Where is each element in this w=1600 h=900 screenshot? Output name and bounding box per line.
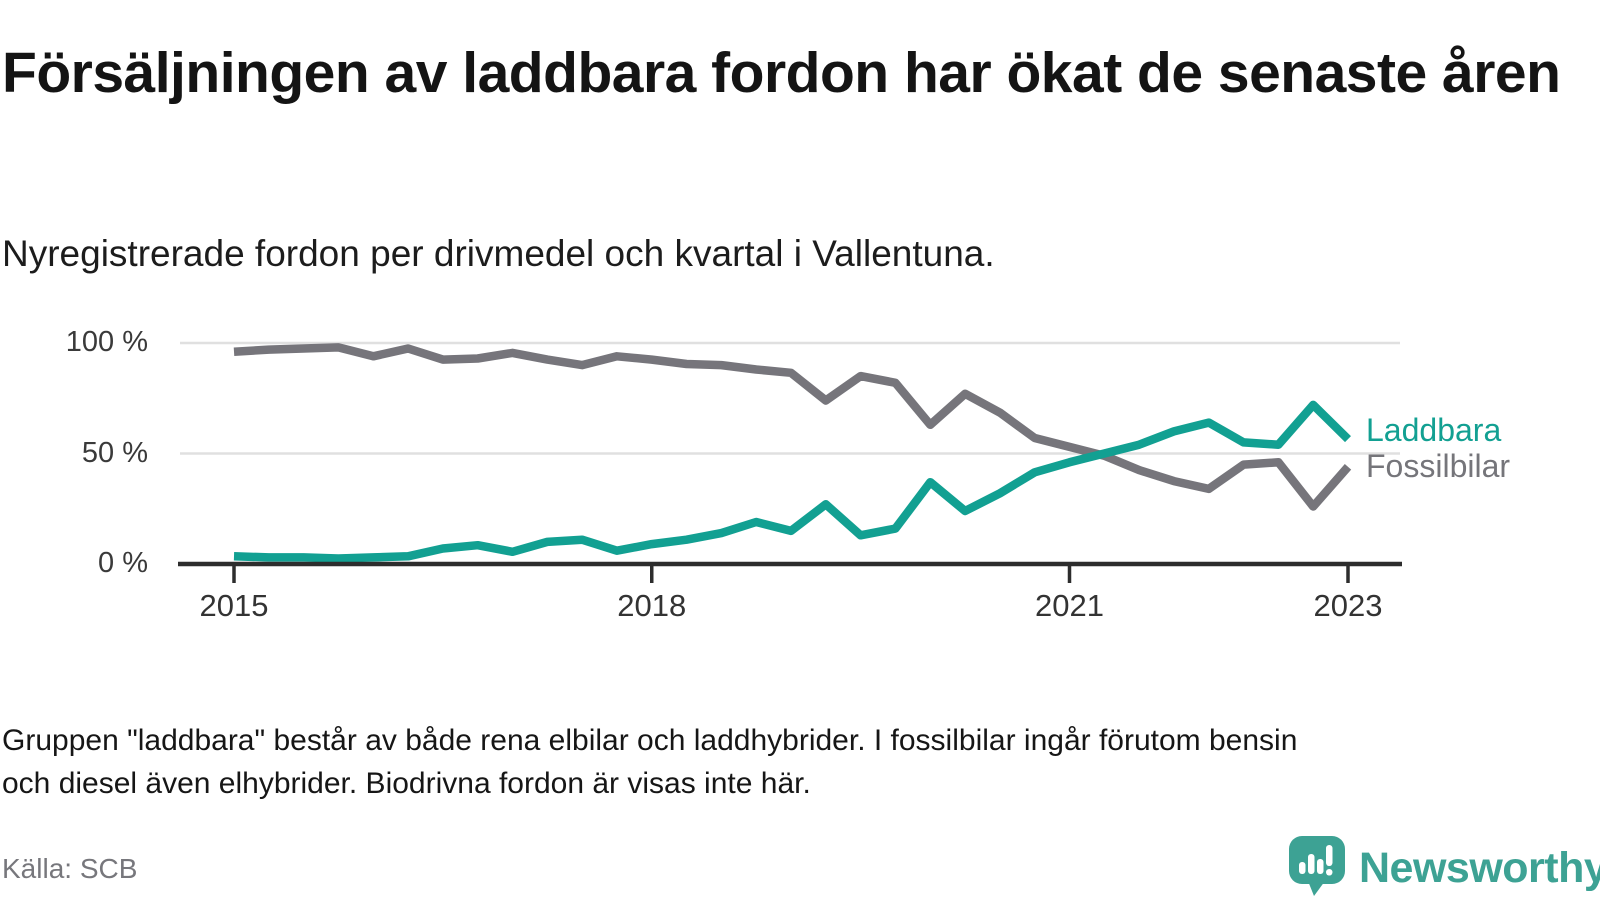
legend-label-laddbara: Laddbara [1366, 412, 1502, 448]
newsworthy-logo-text: Newsworthy [1359, 844, 1600, 892]
x-axis-tick-label: 2023 [1313, 588, 1383, 623]
legend-label-fossilbilar: Fossilbilar [1366, 448, 1511, 484]
newsworthy-logo-icon [1288, 834, 1346, 900]
y-axis-tick-label: 50 % [81, 436, 148, 469]
newsworthy-branding: Newsworthy [1288, 834, 1600, 900]
page-title: Försäljningen av laddbara fordon har öka… [2, 41, 1561, 106]
y-axis-tick-label: 100 % [65, 326, 148, 358]
page-subtitle: Nyregistrerade fordon per drivmedel och … [2, 233, 995, 274]
x-axis-tick-label: 2015 [199, 588, 269, 623]
x-axis-tick-label: 2021 [1035, 588, 1104, 623]
x-axis-tick-label: 2018 [617, 588, 687, 623]
y-axis-tick-label: 0 % [98, 547, 148, 579]
chart-footnote: Gruppen "laddbara" består av både rena e… [2, 724, 1298, 800]
source-label: Källa: SCB [2, 853, 138, 884]
